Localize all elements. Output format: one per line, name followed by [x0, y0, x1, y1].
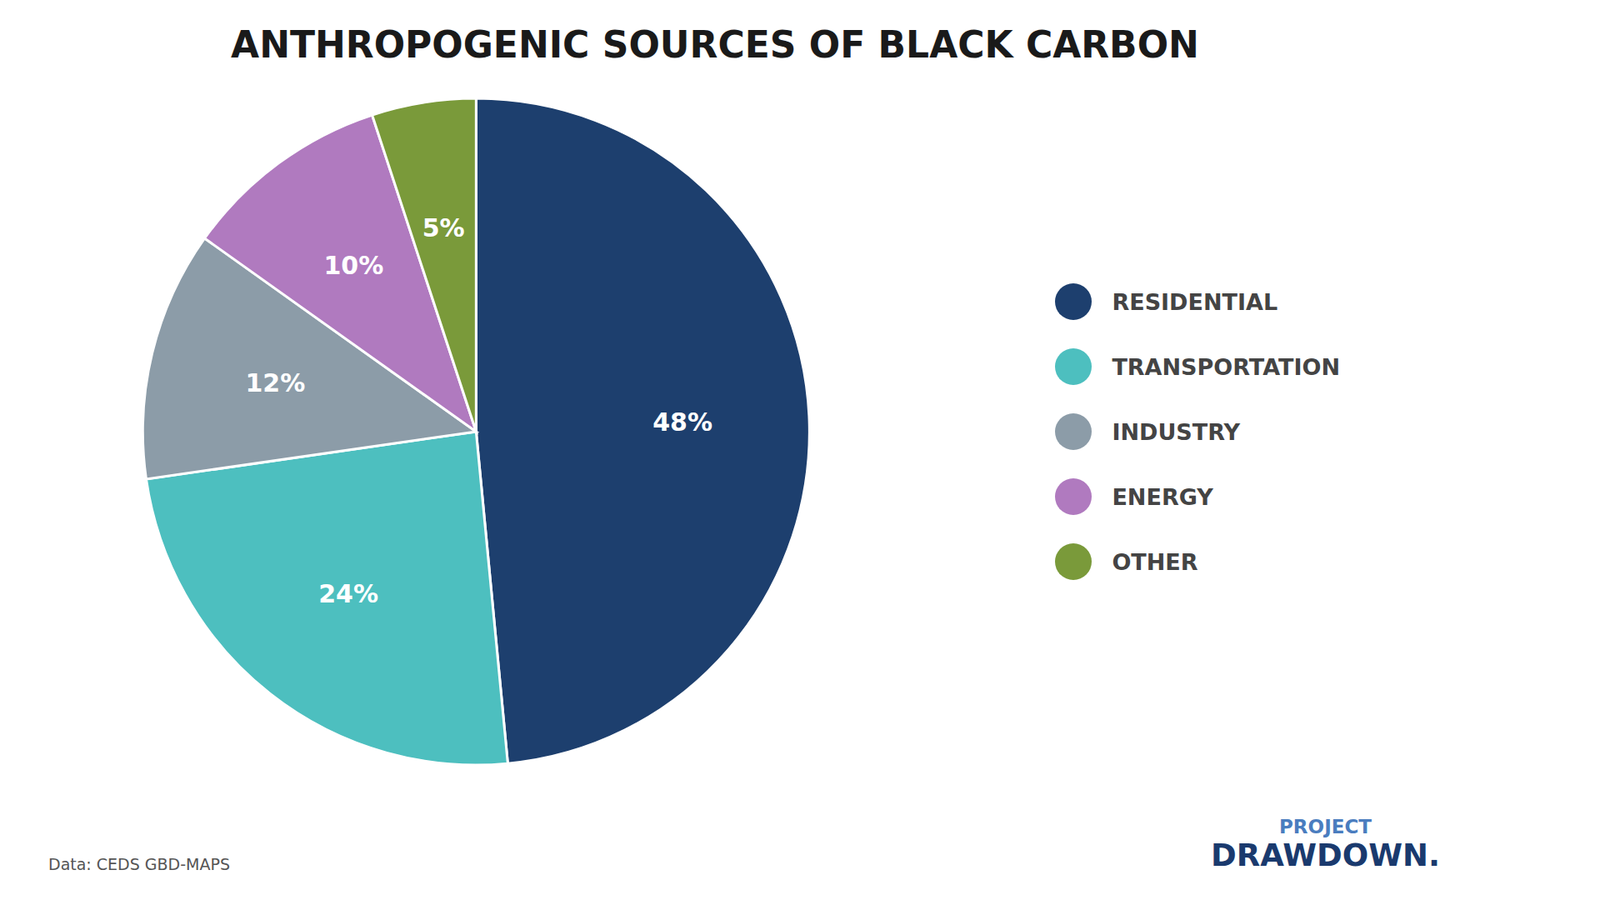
html-text:DRAWDOWN.: DRAWDOWN. [1210, 837, 1440, 874]
html-text:TRANSPORTATION: TRANSPORTATION [1112, 353, 1340, 380]
html-text:INDUSTRY: INDUSTRY [1112, 418, 1241, 445]
html-text:OTHER: OTHER [1112, 548, 1198, 575]
html-text:Data: CEDS GBD-MAPS: Data: CEDS GBD-MAPS [48, 855, 230, 874]
svg-text:48%: 48% [652, 407, 713, 437]
svg-text:12%: 12% [245, 368, 305, 398]
html-text:RESIDENTIAL: RESIDENTIAL [1112, 288, 1278, 315]
svg-text:24%: 24% [318, 579, 379, 609]
svg-text:5%: 5% [422, 213, 465, 243]
html-text:ANTHROPOGENIC SOURCES OF BLACK: ANTHROPOGENIC SOURCES OF BLACK CARBON [230, 22, 1200, 66]
html-text:PROJECT: PROJECT [1279, 815, 1372, 838]
svg-text:10%: 10% [323, 250, 384, 280]
html-text:ENERGY: ENERGY [1112, 483, 1214, 510]
